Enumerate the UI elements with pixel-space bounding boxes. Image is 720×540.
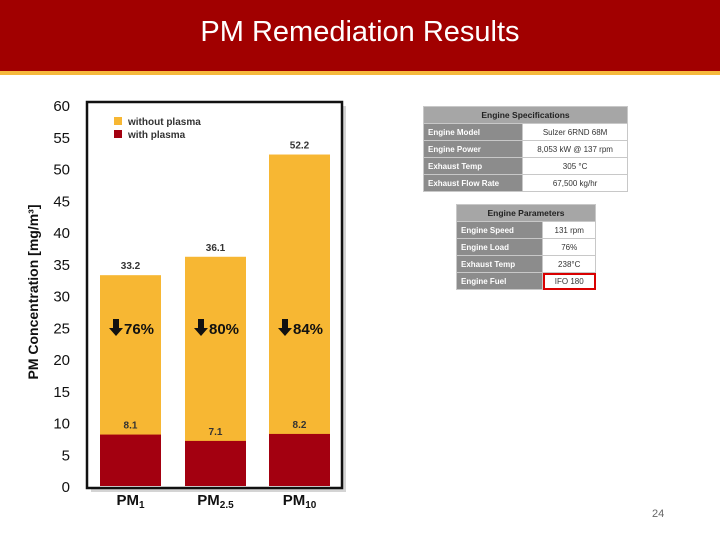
legend-label-with-plasma: with plasma <box>127 130 186 141</box>
bar-without-plasma <box>269 154 330 486</box>
down-arrow-icon <box>109 319 123 336</box>
bar-with-plasma <box>100 434 161 486</box>
y-tick-label: 55 <box>53 130 70 147</box>
legend-label-without-plasma: without plasma <box>127 117 201 128</box>
table-row: Engine Speed 131 rpm <box>455 221 596 239</box>
title-accent-line <box>0 71 720 75</box>
engine-fuel-highlighted-value: IFO 180 <box>542 272 596 290</box>
down-arrow-icon <box>194 319 208 336</box>
title-bar <box>0 0 720 71</box>
table-row: Engine Fuel IFO 180 <box>455 272 596 290</box>
table-row: Engine Power 8,053 kW @ 137 rpm <box>422 140 628 158</box>
table-row: Engine Load 76% <box>455 238 596 256</box>
data-label-with-plasma: 8.2 <box>293 420 307 431</box>
data-label-with-plasma: 8.1 <box>124 421 138 432</box>
reduction-label: 84% <box>293 321 323 338</box>
param-value: 238°C <box>542 255 596 273</box>
spec-value: 305 °C <box>522 157 628 175</box>
reduction-label: 76% <box>124 321 154 338</box>
y-tick-label: 5 <box>62 447 70 464</box>
y-tick-label: 10 <box>53 416 70 433</box>
legend-swatch-with-plasma <box>114 130 122 138</box>
y-axis-label: PM Concentration [mg/m³] <box>25 205 41 380</box>
y-tick-label: 15 <box>53 384 70 401</box>
x-tick-label: PM2.5 <box>197 492 234 511</box>
y-tick-label: 60 <box>53 98 70 115</box>
bar-with-plasma <box>185 440 246 486</box>
y-tick-label: 0 <box>62 479 70 496</box>
engine-specifications-table: Engine Specifications Engine Model Sulzer… <box>422 106 628 192</box>
param-key: Engine Speed <box>455 221 544 239</box>
engine-params-header: Engine Parameters <box>456 204 596 222</box>
table-row: Exhaust Temp 238°C <box>455 255 596 273</box>
data-label-without-plasma: 36.1 <box>206 243 226 254</box>
data-label-without-plasma: 52.2 <box>290 141 310 152</box>
page-number: 24 <box>652 508 665 520</box>
spec-key: Exhaust Flow Rate <box>422 174 524 192</box>
spec-value: 67,500 kg/hr <box>522 174 628 192</box>
bar-with-plasma <box>269 433 330 486</box>
y-tick-label: 30 <box>53 289 70 306</box>
y-tick-label: 40 <box>53 225 70 242</box>
slide-title: PM Remediation Results <box>200 16 520 48</box>
x-tick-label: PM10 <box>283 492 317 511</box>
data-label-with-plasma: 7.1 <box>209 427 223 438</box>
param-key: Exhaust Temp <box>455 255 544 273</box>
x-tick-label: PM1 <box>116 492 145 511</box>
y-tick-label: 45 <box>53 193 70 210</box>
spec-key: Exhaust Temp <box>422 157 524 175</box>
table-row: Exhaust Flow Rate 67,500 kg/hr <box>422 174 628 192</box>
table-row: Engine Model Sulzer 6RND 68M <box>422 123 628 141</box>
spec-key: Engine Power <box>422 140 524 158</box>
down-arrow-icon <box>278 319 292 336</box>
y-tick-label: 50 <box>53 162 70 179</box>
param-key: Engine Fuel <box>455 272 544 290</box>
engine-specs-header: Engine Specifications <box>423 106 628 124</box>
spec-value: 8,053 kW @ 137 rpm <box>522 140 628 158</box>
param-value: 131 rpm <box>542 221 596 239</box>
legend-swatch-without-plasma <box>114 117 122 125</box>
reduction-label: 80% <box>209 321 239 338</box>
y-tick-label: 25 <box>53 320 70 337</box>
engine-parameters-table: Engine Parameters Engine Speed 131 rpm En… <box>455 204 596 290</box>
y-tick-label: 20 <box>53 352 70 369</box>
spec-key: Engine Model <box>422 123 524 141</box>
param-key: Engine Load <box>455 238 544 256</box>
param-value: 76% <box>542 238 596 256</box>
y-tick-label: 35 <box>53 257 70 274</box>
spec-value: Sulzer 6RND 68M <box>522 123 628 141</box>
data-label-without-plasma: 33.2 <box>121 261 141 272</box>
table-row: Exhaust Temp 305 °C <box>422 157 628 175</box>
